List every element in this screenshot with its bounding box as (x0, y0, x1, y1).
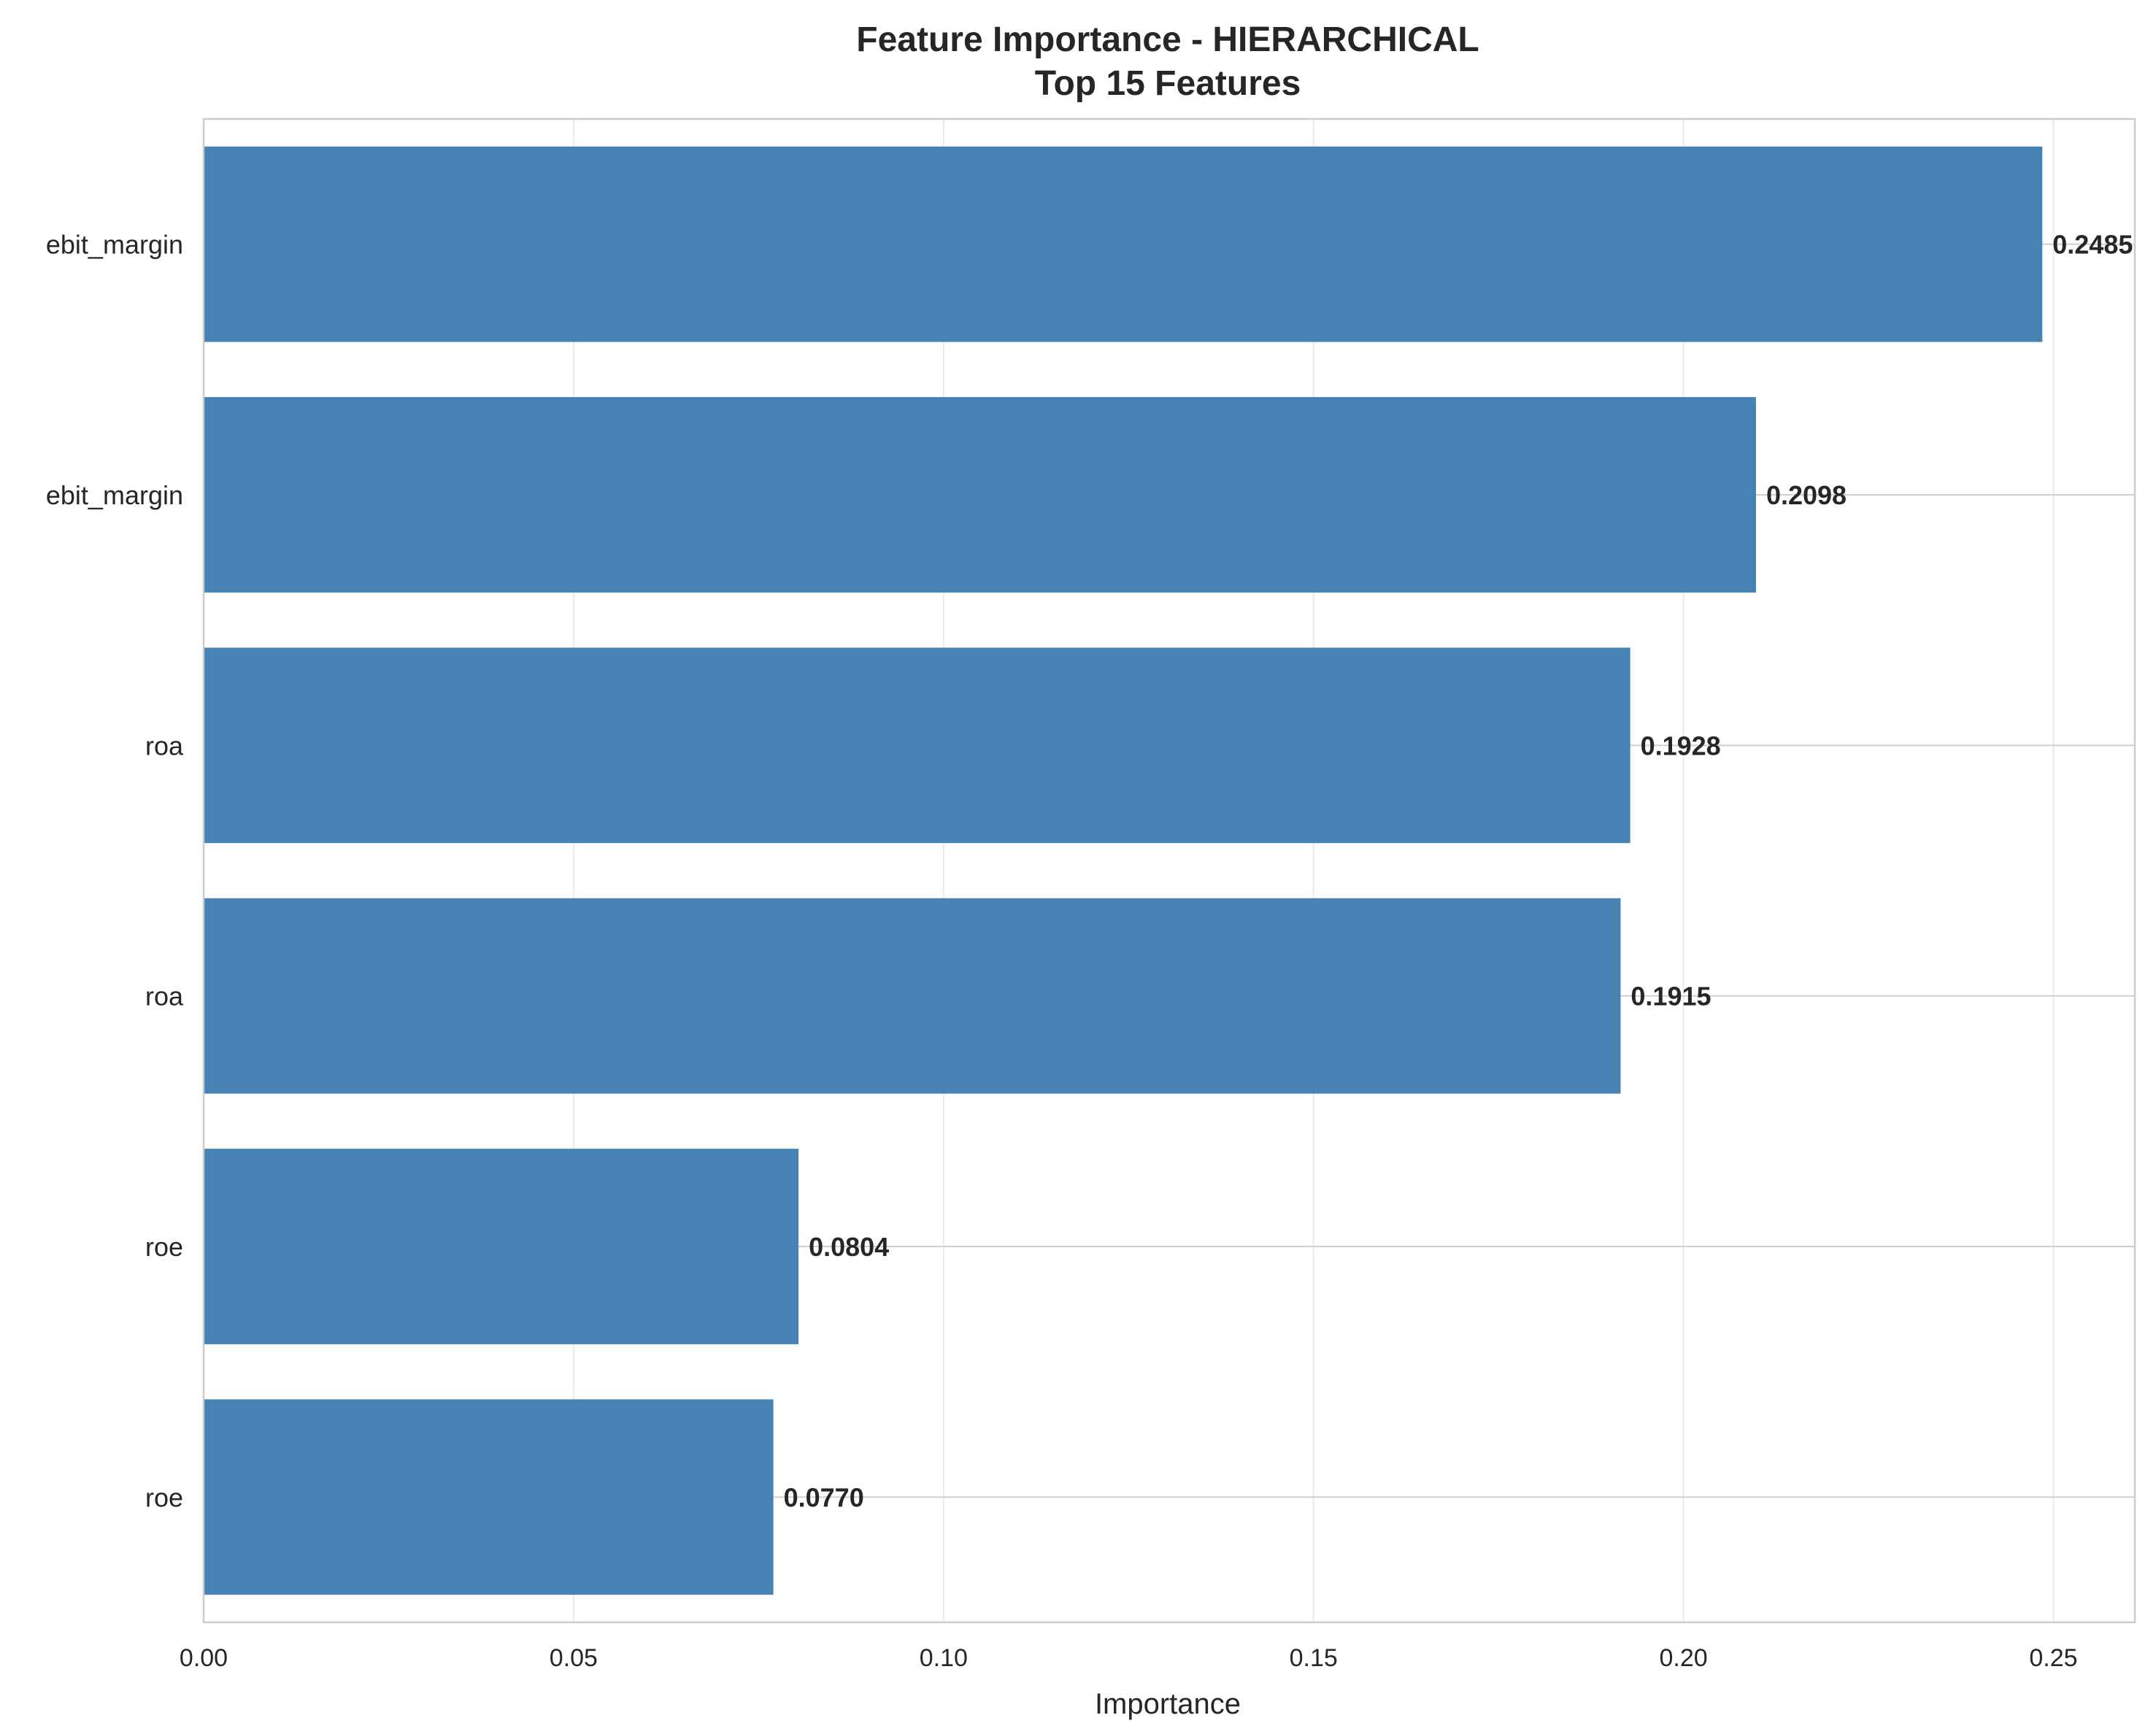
category-label: roa (145, 731, 184, 760)
axes (202, 117, 2136, 1624)
bar-value-label: 0.1928 (1641, 731, 1721, 760)
x-tick-label: 0.10 (920, 1644, 968, 1672)
bar (204, 1399, 774, 1595)
plot-frame (202, 117, 2136, 1624)
chart-title: Feature Importance - HIERARCHICAL (856, 20, 1479, 59)
category-label: roe (145, 1232, 183, 1262)
bar-value-label: 0.0770 (784, 1482, 864, 1512)
category-label: ebit_margin (46, 230, 183, 260)
x-tick-label: 0.00 (180, 1644, 228, 1672)
x-tick-label: 0.25 (2029, 1644, 2077, 1672)
bar (204, 647, 1631, 844)
bar (204, 898, 1621, 1094)
labels: 0.2485 ebit_margin 0.2098 ebit_margin 0.1928… (46, 230, 2133, 1672)
bar (204, 397, 1756, 593)
x-tick-label: 0.20 (1659, 1644, 1707, 1672)
x-tick-label: 0.05 (550, 1644, 598, 1672)
bar-value-label: 0.0804 (809, 1232, 889, 1262)
bar (204, 146, 2043, 342)
category-label: ebit_margin (46, 480, 183, 510)
chart-subtitle: Top 15 Features (1035, 64, 1301, 103)
bars (204, 146, 2043, 1595)
category-label: roa (145, 982, 184, 1012)
bar-value-label: 0.1915 (1631, 982, 1711, 1012)
category-label: roe (145, 1482, 183, 1512)
bar-value-label: 0.2098 (1766, 480, 1847, 510)
grid-lines (203, 119, 2135, 1622)
x-tick-label: 0.15 (1290, 1644, 1338, 1672)
bar-value-label: 0.2485 (2052, 230, 2133, 260)
x-axis-label: Importance (1095, 1688, 1241, 1720)
bar (204, 1149, 799, 1344)
